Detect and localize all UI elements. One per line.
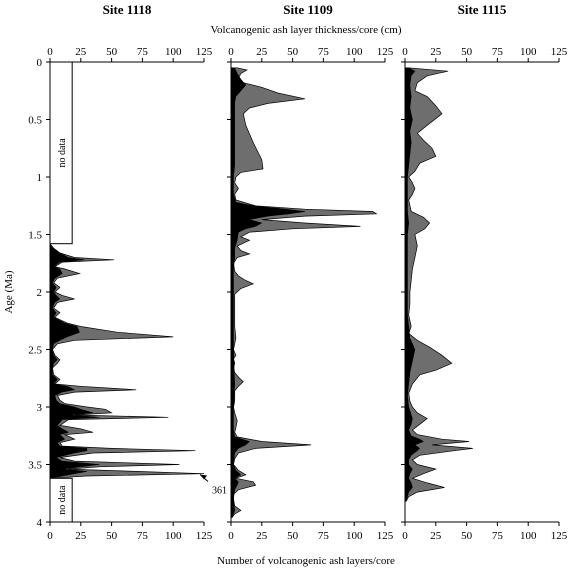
top-tick-label: 125 <box>377 46 394 58</box>
bottom-tick-label: 75 <box>318 530 330 542</box>
bottom-tick-label: 75 <box>492 530 504 542</box>
y-tick-label: 2.5 <box>28 345 42 357</box>
bottom-tick-label: 25 <box>430 530 442 542</box>
top-tick-label: 50 <box>287 46 299 58</box>
bottom-tick-label: 100 <box>520 530 537 542</box>
panel-title: Site 1118 <box>103 2 152 17</box>
top-tick-label: 100 <box>165 46 182 58</box>
bottom-tick-label: 100 <box>346 530 363 542</box>
bottom-tick-label: 0 <box>402 530 408 542</box>
y-tick-label: 1 <box>37 172 43 184</box>
thickness-area <box>230 67 378 518</box>
bottom-tick-label: 0 <box>228 530 234 542</box>
annotation-label: 361 <box>212 486 227 497</box>
y-tick-label: 4 <box>37 517 43 529</box>
bottom-tick-label: 50 <box>287 530 299 542</box>
y-tick-label: 3 <box>37 402 43 414</box>
thickness-area <box>49 242 205 479</box>
panel-title: Site 1109 <box>283 2 333 17</box>
y-tick-label: 1.5 <box>28 230 42 242</box>
bottom-tick-label: 125 <box>196 530 213 542</box>
top-tick-label: 50 <box>461 46 473 58</box>
no-data-label: no data <box>57 138 68 168</box>
annotation-arrowhead <box>200 474 207 480</box>
bottom-tick-label: 125 <box>377 530 394 542</box>
bottom-tick-label: 100 <box>165 530 182 542</box>
top-tick-label: 0 <box>228 46 234 58</box>
bottom-tick-label: 50 <box>461 530 473 542</box>
top-tick-label: 100 <box>520 46 537 58</box>
y-tick-label: 0.5 <box>28 115 42 127</box>
top-tick-label: 0 <box>402 46 408 58</box>
y-tick-label: 3.5 <box>28 460 42 472</box>
top-tick-label: 75 <box>137 46 149 58</box>
top-tick-label: 25 <box>430 46 442 58</box>
top-tick-label: 50 <box>106 46 118 58</box>
y-axis-label: Age (Ma) <box>3 270 15 313</box>
count-area <box>230 67 305 518</box>
bottom-tick-label: 125 <box>551 530 568 542</box>
y-tick-label: 2 <box>37 287 43 299</box>
top-tick-label: 75 <box>492 46 504 58</box>
top-axis-label: Volcanogenic ash layer thickness/core (c… <box>210 24 401 36</box>
top-tick-label: 125 <box>196 46 213 58</box>
bottom-tick-label: 0 <box>47 530 53 542</box>
y-tick-label: 0 <box>37 57 43 69</box>
top-tick-label: 25 <box>256 46 268 58</box>
thickness-area <box>404 67 473 502</box>
panel-2: 0 0 25 25 50 50 75 75 100 100 125 125 Site 1115 <box>401 2 568 542</box>
no-data-label: no data <box>57 485 68 515</box>
panel-title: Site 1115 <box>458 2 507 17</box>
bottom-axis-label: Number of volcanogenic ash layers/core <box>217 555 395 567</box>
count-area <box>404 67 425 502</box>
bottom-tick-label: 25 <box>75 530 87 542</box>
bottom-tick-label: 75 <box>137 530 149 542</box>
panel-1: 0 0 25 25 50 50 75 75 100 100 125 125 Site 1109 <box>227 2 394 542</box>
top-tick-label: 0 <box>47 46 53 58</box>
bottom-tick-label: 25 <box>256 530 268 542</box>
top-tick-label: 25 <box>75 46 87 58</box>
bottom-tick-label: 50 <box>106 530 118 542</box>
top-tick-label: 75 <box>318 46 330 58</box>
top-tick-label: 125 <box>551 46 568 58</box>
top-tick-label: 100 <box>346 46 363 58</box>
count-area <box>49 242 100 479</box>
